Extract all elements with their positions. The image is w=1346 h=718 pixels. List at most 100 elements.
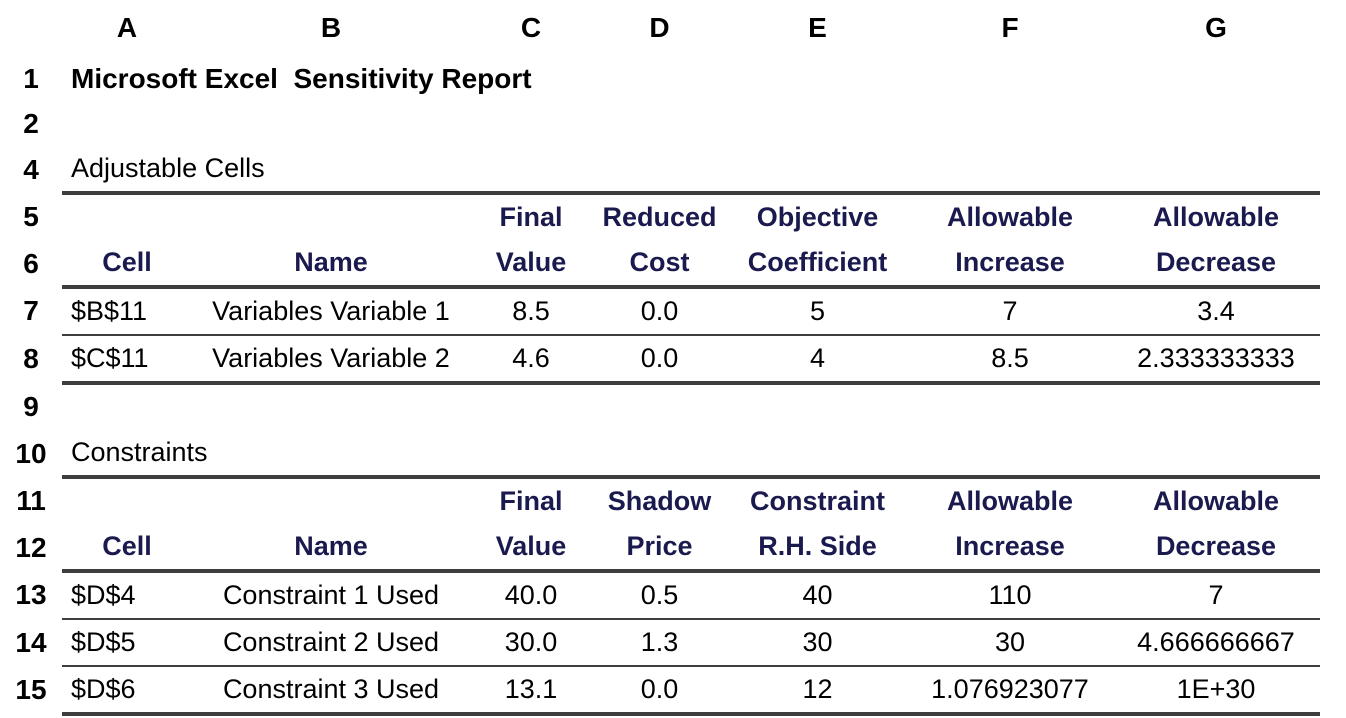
column-header-e[interactable]: E xyxy=(808,12,827,43)
row-header-14[interactable]: 14 xyxy=(15,626,47,658)
reduced-cost[interactable]: 0.0 xyxy=(592,287,727,336)
adjustable-header-name[interactable]: Name xyxy=(192,240,470,289)
constraints-header-name[interactable]: Name xyxy=(192,524,470,573)
constraints-header-price[interactable]: Price xyxy=(592,524,727,573)
row-header-1[interactable]: 1 xyxy=(23,62,39,94)
allowable-increase[interactable]: 30 xyxy=(908,619,1112,667)
table-row: 7 $B$11 Variables Variable 1 8.5 0.0 5 7… xyxy=(0,287,1320,336)
blank-cell[interactable] xyxy=(62,101,1320,146)
row-header-4[interactable]: 4 xyxy=(23,153,39,185)
shadow-price[interactable]: 0.0 xyxy=(592,666,727,716)
cell-ref[interactable]: $B$11 xyxy=(62,287,192,336)
constraints-header-cell[interactable]: Cell xyxy=(62,524,192,573)
adjustable-header-allowable-dec[interactable]: Allowable xyxy=(1152,202,1280,232)
constraint-name[interactable]: Constraint 2 Used xyxy=(192,619,470,667)
variable-name[interactable]: Variables Variable 1 xyxy=(192,287,470,336)
final-value[interactable]: 30.0 xyxy=(470,619,592,667)
column-header-f[interactable]: F xyxy=(1001,12,1019,43)
objective-coefficient[interactable]: 5 xyxy=(727,287,908,336)
blank-cell[interactable] xyxy=(62,383,1320,430)
row-header-15[interactable]: 15 xyxy=(15,674,47,705)
row-4: 4 Adjustable Cells xyxy=(0,146,1320,195)
constraints-header-allowable-inc[interactable]: Allowable xyxy=(946,486,1074,516)
allowable-decrease[interactable]: 2.333333333 xyxy=(1112,335,1320,385)
constraint-name[interactable]: Constraint 1 Used xyxy=(192,571,470,620)
final-value[interactable]: 40.0 xyxy=(470,571,592,620)
row-header-11[interactable]: 11 xyxy=(16,484,46,516)
adjustable-header-coefficient[interactable]: Coefficient xyxy=(727,240,908,289)
blank-cell[interactable] xyxy=(192,477,470,524)
allowable-increase[interactable]: 8.5 xyxy=(908,335,1112,385)
reduced-cost[interactable]: 0.0 xyxy=(592,335,727,385)
blank-cell[interactable] xyxy=(192,193,470,240)
column-header-c[interactable]: C xyxy=(520,12,542,43)
table-row: 14 $D$5 Constraint 2 Used 30.0 1.3 30 30… xyxy=(0,619,1320,667)
allowable-increase[interactable]: 110 xyxy=(908,571,1112,620)
adjustable-header-increase[interactable]: Increase xyxy=(908,240,1112,289)
table-row: 13 $D$4 Constraint 1 Used 40.0 0.5 40 11… xyxy=(0,571,1320,620)
constraints-header-constraint[interactable]: Constraint xyxy=(750,486,885,516)
final-value[interactable]: 8.5 xyxy=(470,287,592,336)
row-10: 10 Constraints xyxy=(0,430,1320,479)
constraint-rhs[interactable]: 40 xyxy=(727,571,908,620)
allowable-increase[interactable]: 1.076923077 xyxy=(908,666,1112,716)
row-header-6[interactable]: 6 xyxy=(23,247,39,279)
constraint-rhs[interactable]: 30 xyxy=(727,619,908,667)
row-1: 1 Microsoft Excel Sensitivity Report xyxy=(0,56,1320,101)
allowable-increase[interactable]: 7 xyxy=(908,287,1112,336)
blank-cell[interactable] xyxy=(62,477,192,524)
constraints-header-rhs[interactable]: R.H. Side xyxy=(727,524,908,573)
final-value[interactable]: 13.1 xyxy=(470,666,592,716)
row-5: 5 Final Reduced Objective Allowable Allo… xyxy=(0,193,1320,240)
adjustable-header-cell[interactable]: Cell xyxy=(62,240,192,289)
column-header-g[interactable]: G xyxy=(1205,12,1227,43)
adjustable-header-allowable-inc[interactable]: Allowable xyxy=(946,202,1074,232)
allowable-decrease[interactable]: 1E+30 xyxy=(1112,666,1320,716)
row-header-5[interactable]: 5 xyxy=(23,200,39,232)
row-header-7[interactable]: 7 xyxy=(23,295,39,326)
allowable-decrease[interactable]: 4.666666667 xyxy=(1112,619,1320,667)
row-header-12[interactable]: 12 xyxy=(15,531,47,563)
allowable-decrease[interactable]: 7 xyxy=(1112,571,1320,620)
cell-ref[interactable]: $D$4 xyxy=(62,571,192,620)
column-header-d[interactable]: D xyxy=(649,12,670,43)
table-row: 8 $C$11 Variables Variable 2 4.6 0.0 4 8… xyxy=(0,335,1320,385)
row-header-8[interactable]: 8 xyxy=(23,343,39,374)
allowable-decrease[interactable]: 3.4 xyxy=(1112,287,1320,336)
cell-ref[interactable]: $D$6 xyxy=(62,666,192,716)
row-header-2[interactable]: 2 xyxy=(23,107,39,139)
blank-cell[interactable] xyxy=(62,193,192,240)
select-all-corner[interactable] xyxy=(0,0,62,56)
constraints-section-label[interactable]: Constraints xyxy=(62,430,1320,479)
constraints-header-decrease[interactable]: Decrease xyxy=(1112,524,1320,573)
constraints-header-increase[interactable]: Increase xyxy=(908,524,1112,573)
row-9: 9 xyxy=(0,383,1320,430)
constraint-rhs[interactable]: 12 xyxy=(727,666,908,716)
row-header-10[interactable]: 10 xyxy=(15,437,47,469)
constraint-name[interactable]: Constraint 3 Used xyxy=(192,666,470,716)
report-title-cell[interactable]: Microsoft Excel Sensitivity Report xyxy=(71,62,532,94)
final-value[interactable]: 4.6 xyxy=(470,335,592,385)
cell-ref[interactable]: $C$11 xyxy=(62,335,192,385)
row-header-9[interactable]: 9 xyxy=(23,390,39,422)
column-header-a[interactable]: A xyxy=(116,12,138,43)
adjustable-header-decrease[interactable]: Decrease xyxy=(1112,240,1320,289)
row-11: 11 Final Shadow Constraint Allowable All… xyxy=(0,477,1320,524)
adjustable-header-reduced[interactable]: Reduced xyxy=(602,202,717,232)
shadow-price[interactable]: 1.3 xyxy=(592,619,727,667)
constraints-header-allowable-dec[interactable]: Allowable xyxy=(1152,486,1280,516)
adjustable-header-objective[interactable]: Objective xyxy=(756,202,879,232)
adjustable-cells-section-label[interactable]: Adjustable Cells xyxy=(62,146,1320,195)
variable-name[interactable]: Variables Variable 2 xyxy=(192,335,470,385)
adjustable-header-cost[interactable]: Cost xyxy=(592,240,727,289)
adjustable-header-final[interactable]: Final xyxy=(499,202,563,232)
adjustable-header-value[interactable]: Value xyxy=(470,240,592,289)
shadow-price[interactable]: 0.5 xyxy=(592,571,727,620)
constraints-header-shadow[interactable]: Shadow xyxy=(607,486,712,516)
constraints-header-value[interactable]: Value xyxy=(470,524,592,573)
objective-coefficient[interactable]: 4 xyxy=(727,335,908,385)
constraints-header-final[interactable]: Final xyxy=(499,486,563,516)
row-header-13[interactable]: 13 xyxy=(15,579,47,610)
column-header-b[interactable]: B xyxy=(320,12,342,43)
cell-ref[interactable]: $D$5 xyxy=(62,619,192,667)
